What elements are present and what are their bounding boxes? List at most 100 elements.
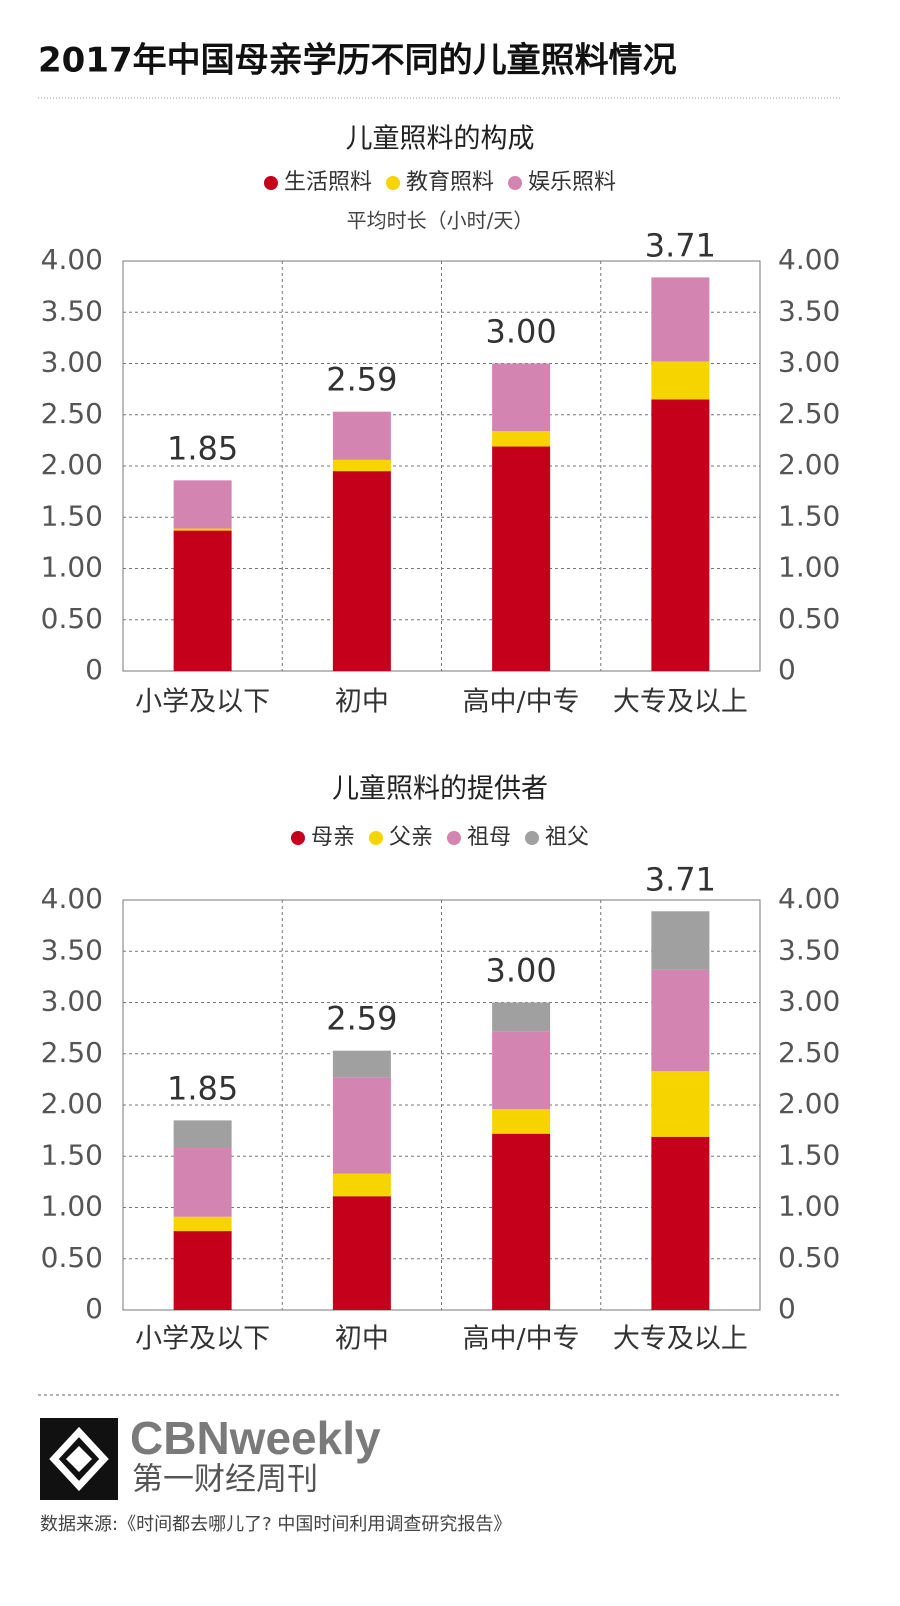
legend-label: 母亲 [311, 825, 355, 850]
y-tick-label: 0.50 [778, 602, 840, 635]
y-tick-label: 3.50 [41, 294, 103, 327]
y-tick-label: 0.50 [778, 1241, 840, 1274]
bar-segment [332, 471, 391, 671]
bar-segment [492, 1109, 551, 1134]
y-tick-label: 3.00 [41, 346, 103, 379]
y-tick-label: 0.50 [41, 602, 103, 635]
total-label: 3.71 [645, 226, 716, 264]
legend-label: 生活照料 [284, 170, 372, 195]
y-tick-label: 4.00 [41, 243, 103, 276]
x-tick-label: 高中/中专 [463, 1324, 580, 1355]
bar-segment [173, 1216, 232, 1232]
bar-segment [173, 528, 232, 531]
legend-label: 祖父 [545, 825, 589, 850]
y-tick-label: 1.50 [41, 1138, 103, 1171]
bar-segment [492, 363, 551, 432]
total-label: 2.59 [326, 1000, 397, 1038]
x-tick-label: 初中 [335, 687, 389, 718]
page-title: 2017年中国母亲学历不同的儿童照料情况 [38, 41, 677, 81]
y-tick-label: 2.50 [41, 397, 103, 430]
y-tick-label: 4.00 [41, 882, 103, 915]
bar-segment [651, 911, 710, 970]
axis-label: 平均时长（小时/天） [347, 209, 534, 233]
legend-swatch [447, 831, 461, 845]
total-label: 3.71 [645, 860, 716, 898]
y-tick-label: 1.00 [41, 1190, 103, 1223]
y-tick-label: 2.00 [778, 448, 840, 481]
brand: CBNweekly [130, 1412, 381, 1464]
y-tick-label: 4.00 [778, 882, 840, 915]
legend-swatch [385, 176, 400, 190]
bar-segment [332, 1077, 391, 1174]
y-tick-label: 0.50 [41, 1241, 103, 1274]
bar-segment [332, 1173, 391, 1197]
chart-title: 儿童照料的提供者 [332, 774, 548, 805]
y-tick-label: 2.00 [41, 1087, 103, 1120]
legend-swatch [263, 176, 278, 190]
y-tick-label: 0 [778, 1292, 796, 1325]
y-tick-label: 0 [85, 1292, 103, 1325]
legend-swatch [525, 831, 540, 845]
y-tick-label: 0 [778, 653, 796, 686]
bar-segment [173, 1148, 232, 1217]
legend: 生活照料 教育照料 娱乐照料 [263, 170, 616, 195]
bar-segment [173, 530, 232, 671]
bar-segment [332, 1196, 391, 1310]
y-tick-label: 1.00 [778, 551, 840, 584]
x-tick-label: 高中/中专 [463, 687, 580, 718]
y-tick-label: 2.50 [778, 397, 840, 430]
legend-label: 父亲 [389, 825, 433, 850]
chart-title: 儿童照料的构成 [346, 124, 535, 155]
legend-swatch [508, 176, 523, 190]
bar-segment [492, 431, 551, 447]
x-tick-label: 大专及以上 [613, 687, 748, 718]
y-tick-label: 1.00 [41, 551, 103, 584]
total-label: 2.59 [326, 361, 397, 399]
y-tick-label: 2.00 [41, 448, 103, 481]
y-tick-label: 3.50 [778, 933, 840, 966]
y-tick-label: 1.50 [778, 1138, 840, 1171]
bar-segment [492, 1002, 551, 1032]
legend-swatch [368, 831, 383, 845]
logo-mark [49, 1426, 109, 1492]
legend-label: 祖母 [467, 825, 511, 850]
total-label: 1.85 [167, 429, 238, 467]
bar-segment [332, 459, 391, 472]
bar-segment [651, 277, 710, 362]
bar-segment [651, 361, 710, 400]
y-tick-label: 3.00 [778, 985, 840, 1018]
bar-segment [332, 1050, 391, 1078]
y-tick-label: 3.50 [778, 294, 840, 327]
total-label: 1.85 [167, 1069, 238, 1107]
plot-frame [122, 260, 761, 672]
y-tick-label: 1.00 [778, 1190, 840, 1223]
bar-segment [651, 969, 710, 1072]
x-tick-label: 小学及以下 [135, 687, 270, 718]
y-tick-label: 2.50 [778, 1036, 840, 1069]
y-tick-label: 2.50 [41, 1036, 103, 1069]
y-tick-label: 0 [85, 653, 103, 686]
bar-segment [651, 1071, 710, 1137]
x-tick-label: 初中 [335, 1324, 389, 1355]
brand-cn: 第一财经周刊 [132, 1462, 318, 1498]
y-tick-label: 3.50 [41, 933, 103, 966]
y-tick-label: 1.50 [41, 499, 103, 532]
bar-segment [492, 1031, 551, 1110]
legend-label: 娱乐照料 [528, 170, 616, 195]
logo-mark [66, 1446, 92, 1472]
total-label: 3.00 [486, 952, 557, 990]
bar-segment [492, 1133, 551, 1310]
legend-label: 教育照料 [406, 170, 494, 195]
y-tick-label: 3.00 [778, 346, 840, 379]
plot-frame [122, 899, 761, 1311]
y-tick-label: 4.00 [778, 243, 840, 276]
bar-segment [173, 1231, 232, 1310]
bar-segment [173, 480, 232, 529]
legend-swatch [290, 831, 305, 845]
legend: 母亲 父亲 祖母 祖父 [290, 825, 589, 850]
bar-segment [173, 1120, 232, 1149]
bar-segment [651, 1136, 710, 1310]
